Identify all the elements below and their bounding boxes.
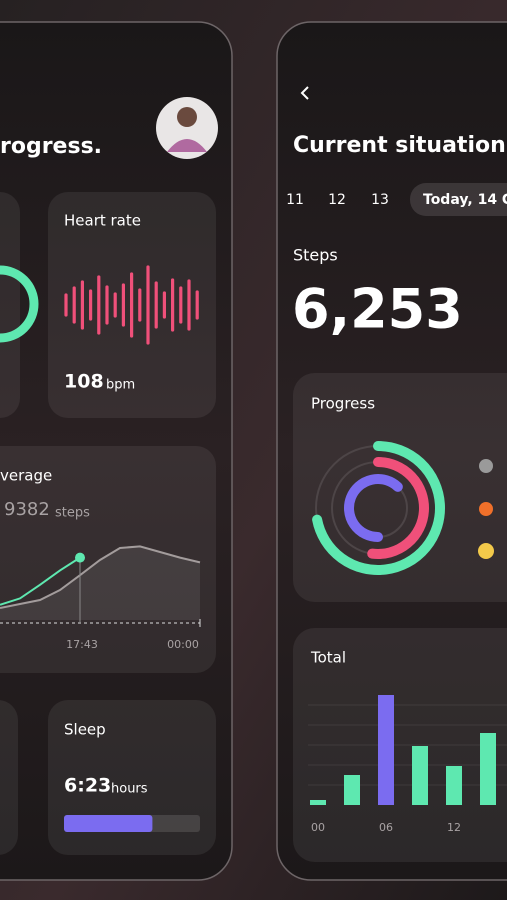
bar (446, 766, 462, 805)
bar (480, 733, 496, 805)
sleep-icon (478, 543, 494, 559)
bar (310, 800, 326, 805)
ring-fragment (0, 265, 39, 343)
sleep-value: 6:23 (64, 775, 111, 797)
screen-title: rogress. (0, 134, 102, 159)
ring (312, 441, 445, 575)
back-button[interactable] (300, 86, 309, 100)
card-title: Progress (311, 395, 375, 413)
steps-label: Steps (293, 246, 338, 265)
date-tab-active[interactable]: Today, 14 C (423, 192, 507, 208)
line-dot (75, 552, 85, 563)
time-label: 00:00 (167, 638, 199, 651)
card-title: Heart rate (64, 212, 141, 230)
x-tick-label: 00 (311, 821, 325, 834)
date-pill[interactable] (410, 183, 507, 216)
time-label: 17:43 (66, 638, 98, 651)
line-area (0, 546, 200, 620)
line (0, 545, 201, 609)
ring (344, 474, 403, 542)
charts: 00 06 12 (0, 265, 507, 834)
card (0, 700, 18, 855)
x-tick-label: 06 (379, 821, 393, 834)
heart-unit: bpm (106, 378, 135, 393)
avatar[interactable] (156, 97, 218, 159)
phone-left (0, 21, 233, 881)
line (0, 556, 81, 606)
avatar-body (167, 139, 207, 152)
date-tab[interactable]: 11 (286, 192, 304, 208)
sleep-progress (64, 815, 153, 832)
bar (344, 775, 360, 805)
date-tab[interactable]: 12 (328, 192, 346, 208)
shoe-icon (479, 459, 493, 473)
card (0, 192, 20, 418)
fire-icon (479, 502, 493, 516)
bar (412, 746, 428, 805)
ring (367, 457, 429, 559)
date-tab[interactable]: 13 (371, 192, 389, 208)
avatar-head (177, 107, 197, 127)
x-tick-label: 12 (447, 821, 461, 834)
bar (378, 695, 394, 805)
steps-value: 6,253 (292, 278, 463, 341)
screen-title: Current situation (293, 133, 506, 158)
average-unit: steps (55, 506, 90, 521)
average-value: 9382 (4, 499, 50, 520)
average-card[interactable] (0, 446, 216, 673)
sleep-unit: hours (111, 782, 148, 797)
heart-value: 108 (64, 371, 104, 393)
card-title: verage (0, 467, 52, 485)
card-title: Total (310, 649, 346, 667)
card-title: Sleep (64, 721, 106, 739)
